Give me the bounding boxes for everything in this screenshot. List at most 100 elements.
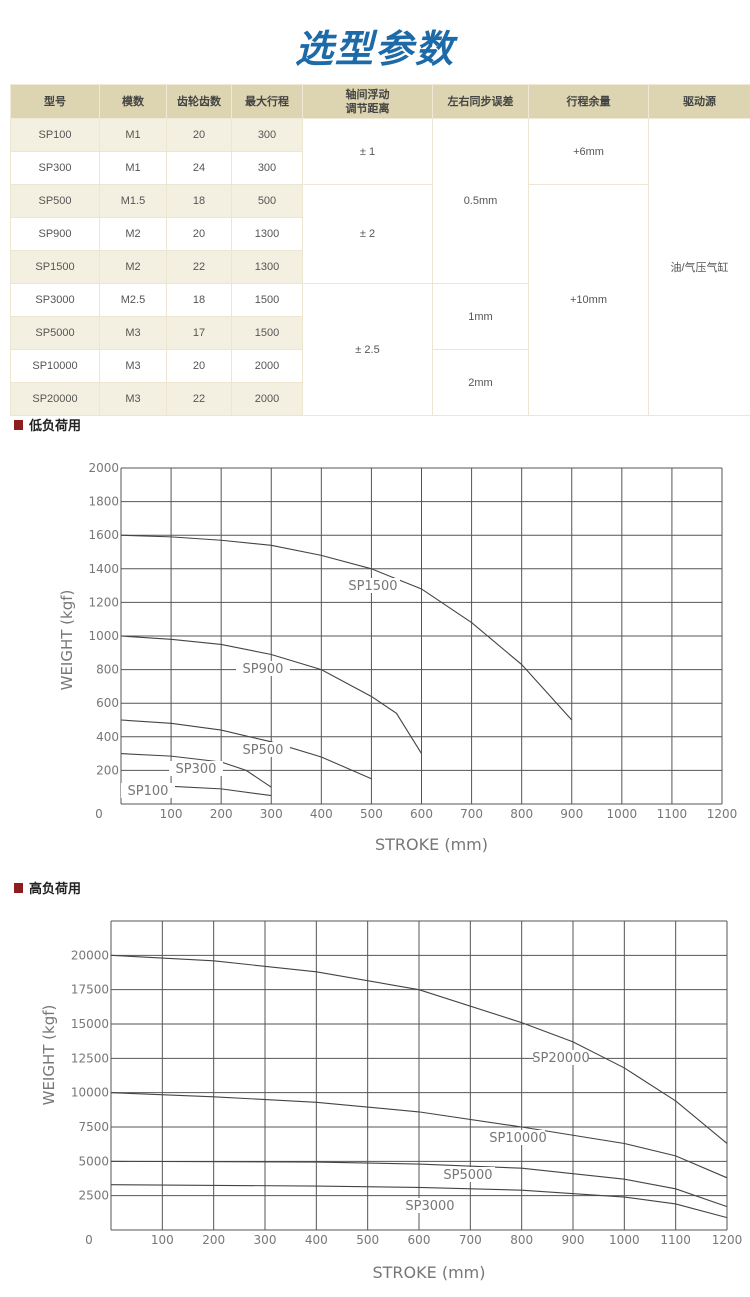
cell-module: M3	[99, 349, 167, 383]
curve-label-sp900: SP900	[243, 662, 284, 677]
x-tick-label: 400	[310, 807, 333, 821]
section-marker-icon	[14, 419, 23, 430]
table-row: SP5000 M3 17 1500	[10, 316, 750, 350]
y-tick-label: 1400	[88, 562, 119, 576]
table-row: SP20000 M3 22 2000	[10, 382, 750, 416]
x-tick-label: 0	[85, 1233, 93, 1247]
cell-module: M2	[99, 217, 167, 251]
section-high-load: 高负荷用	[14, 878, 81, 897]
cell-max-stroke: 2000	[231, 349, 303, 383]
y-tick-label: 5000	[78, 1154, 109, 1168]
curve-label-sp1500: SP1500	[348, 579, 397, 594]
cell-max-stroke: 1300	[231, 250, 303, 284]
cell-max-stroke: 1500	[231, 283, 303, 317]
curve-label-bg	[236, 742, 290, 757]
cell-model: SP300	[10, 151, 100, 185]
curve-label-sp100: SP100	[128, 784, 169, 799]
cell-model: SP20000	[10, 382, 100, 416]
x-tick-label: 600	[410, 807, 433, 821]
y-tick-label: 7500	[78, 1120, 109, 1134]
x-tick-label: 100	[160, 807, 183, 821]
y-tick-label: 10000	[71, 1086, 109, 1100]
header-model: 型号	[10, 84, 100, 119]
cell-teeth: 22	[166, 250, 232, 284]
curve-label-bg	[534, 1050, 588, 1065]
curve-label-sp5000: SP5000	[443, 1168, 492, 1183]
section-title: 高负荷用	[29, 882, 82, 897]
x-tick-label: 900	[562, 1233, 585, 1247]
cell-max-stroke: 300	[231, 151, 303, 185]
cell-max-stroke: 500	[231, 184, 303, 218]
sync-error-cell: 0.5mm	[432, 118, 529, 284]
x-tick-label: 300	[254, 1233, 277, 1247]
table-row: SP10000 M3 20 2000 2mm	[10, 349, 750, 416]
cell-teeth: 18	[166, 184, 232, 218]
cell-module: M1	[99, 151, 167, 185]
y-tick-label: 200	[96, 763, 119, 777]
curve-sp500	[120, 719, 372, 780]
cell-teeth: 24	[166, 151, 232, 185]
cell-model: SP5000	[10, 316, 100, 350]
page-title: 选型参数	[294, 27, 455, 71]
curve-sp1500	[120, 534, 573, 721]
x-tick-label: 1100	[660, 1233, 691, 1247]
curve-label-bg	[121, 783, 175, 798]
low-load-chart: 0 100 200 300 400 500 600 700 800 900 1000 1100 1200…	[58, 461, 738, 854]
cell-module: M1.5	[99, 184, 167, 218]
table-row: SP900 M2 20 1300	[10, 217, 750, 251]
cell-teeth: 17	[166, 316, 232, 350]
table-header-row: 型号 模数 齿轮齿数 最大行程 轴间浮动 调节距离 左右同步误差 行程余量 驱动…	[10, 84, 750, 119]
y-tick-label: 20000	[71, 948, 109, 962]
y-tick-label: 800	[96, 663, 119, 677]
header-teeth: 齿轮齿数	[166, 84, 232, 119]
table-row: SP100 M1 20 300 ± 1 0.5mm +6mm 油/气压气缸	[10, 118, 750, 416]
x-tick-label: 600	[408, 1233, 431, 1247]
cell-model: SP10000	[10, 349, 100, 383]
cell-max-stroke: 1500	[231, 316, 303, 350]
cell-teeth: 20	[166, 349, 232, 383]
curve-sp900	[120, 635, 422, 754]
cell-module: M3	[99, 382, 167, 416]
spec-table: 型号 模数 齿轮齿数 最大行程 轴间浮动 调节距离 左右同步误差 行程余量 驱动…	[10, 84, 750, 416]
y-tick-label: 600	[96, 696, 119, 710]
table-row: SP3000 M2.5 18 1500 ± 2.5 1mm	[10, 283, 750, 416]
x-tick-label: 300	[260, 807, 283, 821]
y-tick-label: 1000	[88, 629, 119, 643]
y-axis-title: WEIGHT (kgf)	[58, 590, 76, 691]
float-adjust-cell: ± 2	[302, 184, 433, 284]
cell-max-stroke: 2000	[231, 382, 303, 416]
y-tick-label: 15000	[71, 1017, 109, 1031]
header-float-adjust: 轴间浮动 调节距离	[302, 84, 433, 119]
curve-label-sp10000: SP10000	[489, 1131, 546, 1146]
header-drive-source: 驱动源	[648, 84, 750, 119]
x-tick-label: 700	[459, 1233, 482, 1247]
float-adjust-cell: ± 2.5	[302, 283, 433, 416]
x-tick-label: 800	[510, 807, 533, 821]
cell-module: M1	[99, 118, 167, 152]
cell-model: SP3000	[10, 283, 100, 317]
curve-label-bg	[169, 761, 223, 776]
x-tick-label: 1200	[707, 807, 738, 821]
section-marker-icon	[14, 882, 23, 893]
high-load-chart: 0 100 200 300 400 500 600 700 800 900 1000 1100 1200…	[40, 920, 742, 1282]
x-axis-title: STROKE (mm)	[375, 835, 488, 854]
y-axis-title: WEIGHT (kgf)	[40, 1005, 58, 1106]
curve-sp20000	[110, 954, 728, 1144]
table-row: SP500 M1.5 18 500 ± 2 +10mm	[10, 184, 750, 416]
sync-error-cell: 2mm	[432, 349, 529, 416]
cell-model: SP900	[10, 217, 100, 251]
cell-teeth: 20	[166, 118, 232, 152]
x-tick-label: 200	[202, 1233, 225, 1247]
header-module: 模数	[99, 84, 167, 119]
stroke-margin-cell: +6mm	[528, 118, 649, 185]
curve-label-bg	[236, 661, 290, 676]
table-row: SP1500 M2 22 1300	[10, 250, 750, 284]
x-tick-label: 500	[360, 807, 383, 821]
y-tick-label: 17500	[71, 983, 109, 997]
header-stroke-margin: 行程余量	[528, 84, 649, 119]
x-tick-label: 700	[460, 807, 483, 821]
curve-label-sp500: SP500	[243, 743, 284, 758]
header-sync-error: 左右同步误差	[432, 84, 529, 119]
cell-teeth: 22	[166, 382, 232, 416]
cell-model: SP500	[10, 184, 100, 218]
